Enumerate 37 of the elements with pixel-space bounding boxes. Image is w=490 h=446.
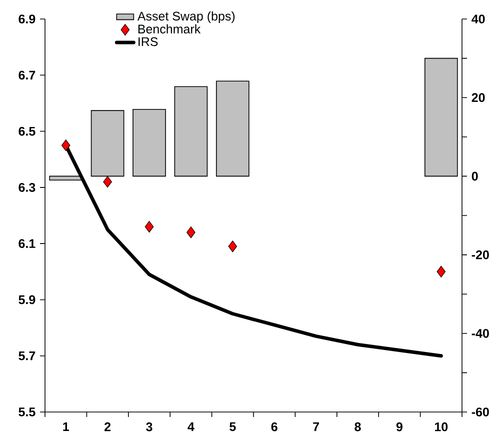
point — [228, 240, 238, 252]
x-tick-label: 2 — [104, 422, 111, 432]
x-tick-label: 4 — [188, 422, 194, 431]
y-tick-label: 5.5 — [18, 408, 36, 416]
y2-tick-label: -20 — [472, 250, 489, 260]
x-tick-label: 1 — [63, 422, 69, 431]
y2-tick-label: 0 — [472, 172, 478, 181]
y-tick-label: 5.9 — [18, 295, 36, 304]
y-tick-label: 6.5 — [18, 126, 36, 136]
y2-tick-label: -60 — [472, 408, 489, 416]
bar — [132, 108, 166, 177]
point — [436, 266, 446, 278]
y-tick-label: 5.7 — [18, 352, 36, 360]
x-tick-label: 9 — [396, 422, 402, 432]
bar — [424, 58, 458, 177]
x-tick-label: 7 — [313, 422, 319, 431]
y-tick-label: 6.7 — [18, 70, 36, 80]
point — [186, 226, 196, 238]
y2-tick-label: 40 — [472, 14, 485, 24]
x-tick-label: 8 — [354, 422, 361, 432]
y-tick-label: 6.9 — [18, 14, 36, 24]
legend-label: Benchmark — [138, 24, 201, 34]
x-tick-label: 10 — [434, 422, 448, 432]
legend-label: Asset Swap (bps) — [137, 11, 235, 24]
point — [144, 220, 154, 233]
y2-tick-label: 20 — [472, 93, 485, 102]
x-tick-label: 3 — [146, 422, 152, 432]
point — [61, 140, 70, 152]
point — [103, 176, 112, 188]
x-tick-label: 6 — [271, 422, 278, 432]
bar — [174, 86, 208, 177]
y-tick-label: 6.3 — [18, 182, 36, 192]
bar — [216, 80, 250, 177]
y2-tick-label: -40 — [472, 328, 489, 338]
legend-label: IRS — [138, 37, 158, 46]
y-tick-label: 6.1 — [18, 239, 36, 248]
x-tick-label: 5 — [230, 422, 236, 432]
